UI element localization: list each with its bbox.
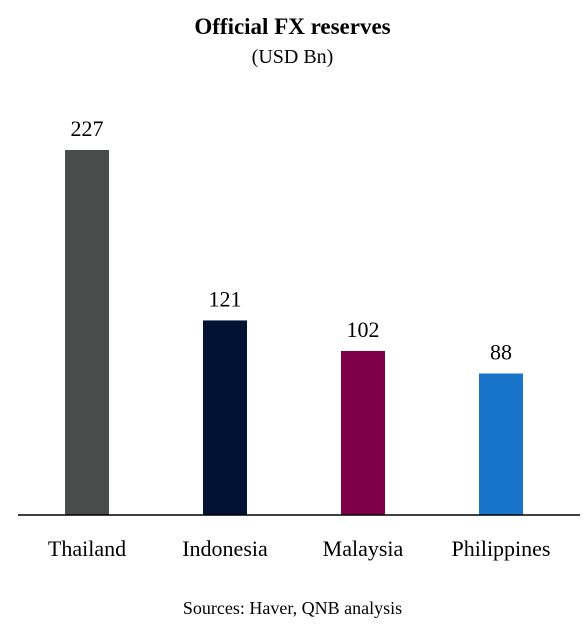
chart-title: Official FX reserves — [194, 14, 391, 39]
category-labels-group: Thailand Indonesia Malaysia Philippines — [48, 536, 551, 561]
value-label-philippines: 88 — [490, 340, 512, 365]
value-labels-group: 227 121 102 88 — [71, 116, 513, 365]
bar-malaysia — [341, 350, 385, 515]
category-label-thailand: Thailand — [48, 536, 126, 561]
category-label-malaysia: Malaysia — [323, 536, 404, 561]
bars-group — [65, 150, 523, 515]
chart-subtitle: (USD Bn) — [251, 46, 334, 68]
category-label-philippines: Philippines — [451, 536, 550, 561]
value-label-indonesia: 121 — [209, 286, 242, 311]
source-note: Sources: Haver, QNB analysis — [182, 598, 403, 618]
category-label-indonesia: Indonesia — [182, 536, 268, 561]
bar-thailand — [65, 150, 109, 515]
value-label-thailand: 227 — [71, 116, 104, 141]
bar-philippines — [479, 373, 523, 515]
bar-indonesia — [203, 320, 247, 515]
value-label-malaysia: 102 — [347, 317, 380, 342]
